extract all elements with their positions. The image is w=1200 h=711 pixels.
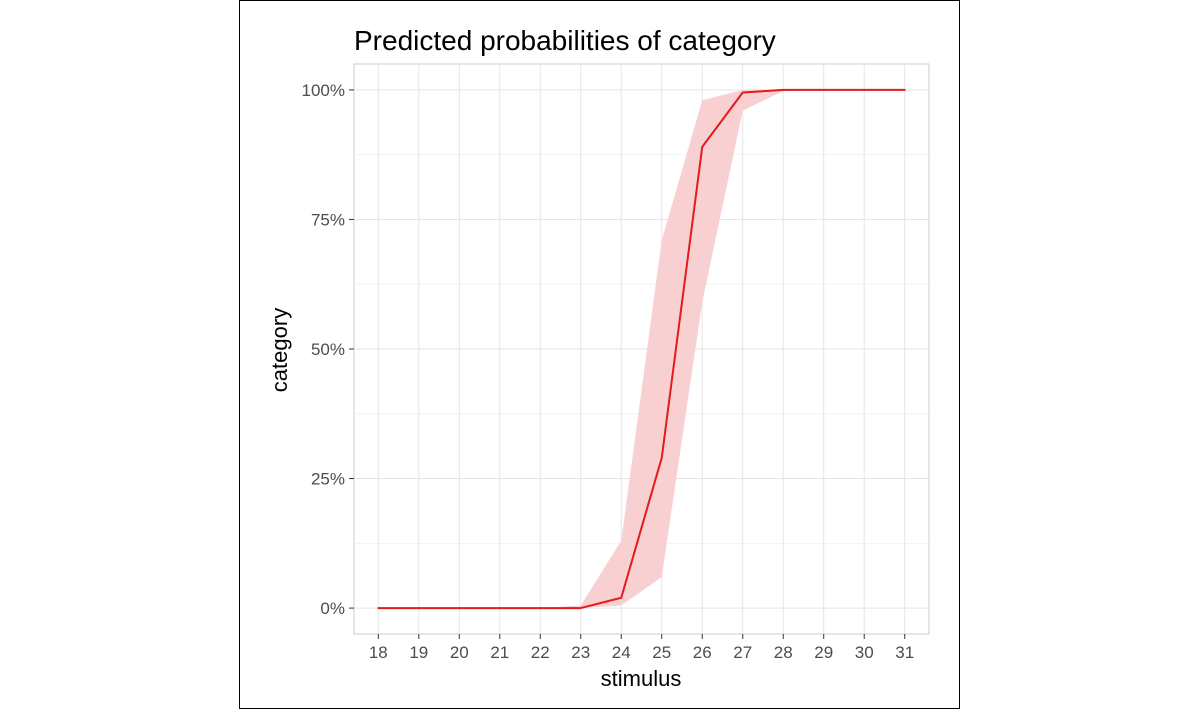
- x-tick-label: 24: [612, 643, 631, 662]
- y-tick-label: 75%: [311, 210, 345, 229]
- y-tick-label: 50%: [311, 340, 345, 359]
- y-axis-title: category: [267, 308, 292, 392]
- x-tick-label: 21: [490, 643, 509, 662]
- x-tick-label: 18: [369, 643, 388, 662]
- confidence-band: [378, 89, 905, 609]
- x-tick-label: 27: [733, 643, 752, 662]
- x-tick-label: 26: [693, 643, 712, 662]
- x-tick-label: 28: [774, 643, 793, 662]
- x-axis-title: stimulus: [601, 666, 682, 691]
- x-tick-label: 29: [814, 643, 833, 662]
- chart-title: Predicted probabilities of category: [354, 25, 776, 56]
- x-tick-label: 25: [652, 643, 671, 662]
- y-tick-label: 0%: [320, 599, 345, 618]
- x-tick-label: 20: [450, 643, 469, 662]
- x-tick-label: 30: [855, 643, 874, 662]
- x-tick-label: 31: [895, 643, 914, 662]
- x-tick-label: 19: [409, 643, 428, 662]
- x-tick-label: 22: [531, 643, 550, 662]
- y-tick-label: 25%: [311, 470, 345, 489]
- x-tick-label: 23: [571, 643, 590, 662]
- y-tick-label: 100%: [302, 81, 345, 100]
- probability-line: [377, 88, 906, 610]
